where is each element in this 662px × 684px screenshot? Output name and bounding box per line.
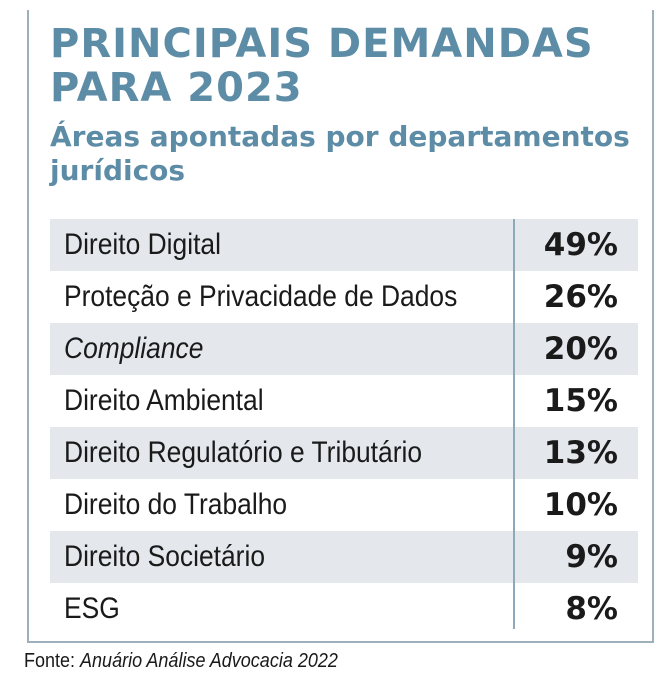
category-label: Direito do Trabalho [50, 479, 515, 531]
value-label: 20% [543, 331, 618, 367]
value-label: 10% [543, 487, 618, 523]
category-text: Direito Digital [64, 228, 221, 261]
column-divider [513, 219, 515, 629]
category-text: Proteção e Privacidade de Dados [64, 280, 458, 313]
table-row: ESG 8% [50, 583, 638, 635]
table-row: Direito Regulatório e Tributário 13% [50, 427, 638, 479]
table-row: Direito do Trabalho 10% [50, 479, 638, 531]
category-label: Direito Ambiental [50, 375, 515, 427]
chart-frame [27, 10, 654, 643]
category-label: Proteção e Privacidade de Dados [50, 271, 515, 323]
category-text: Direito Regulatório e Tributário [64, 436, 423, 469]
table-row: Direito Ambiental 15% [50, 375, 638, 427]
category-text: Direito Societário [64, 540, 266, 573]
chart-title: PRINCIPAIS DEMANDAS PARA 2023 [50, 21, 594, 111]
table-row: Direito Societário 9% [50, 531, 638, 583]
category-label: Compliance [50, 323, 515, 375]
value-label: 49% [543, 227, 618, 263]
category-label: ESG [50, 583, 515, 635]
source-note: Fonte: Anuário Análise Advocacia 2022 [24, 650, 373, 673]
chart-subtitle: Áreas apontadas por departamentos jurídi… [50, 120, 630, 187]
category-text: Direito Ambiental [64, 384, 264, 417]
table-row: Direito Digital 49% [50, 219, 638, 271]
source-text: Anuário Análise Advocacia 2022 [80, 650, 338, 672]
table-row: Proteção e Privacidade de Dados 26% [50, 271, 638, 323]
category-text: ESG [64, 592, 120, 625]
value-label: 8% [565, 591, 618, 627]
category-label: Direito Digital [50, 219, 515, 271]
data-table: Direito Digital 49% Proteção e Privacidade… [50, 219, 638, 635]
value-label: 26% [543, 279, 618, 315]
category-text: Compliance [64, 332, 204, 365]
table-row: Compliance 20% [50, 323, 638, 375]
value-label: 15% [543, 383, 618, 419]
category-label: Direito Societário [50, 531, 515, 583]
value-label: 13% [543, 435, 618, 471]
category-text: Direito do Trabalho [64, 488, 288, 521]
value-label: 9% [565, 539, 618, 575]
category-label: Direito Regulatório e Tributário [50, 427, 515, 479]
source-label: Fonte: [24, 650, 76, 672]
